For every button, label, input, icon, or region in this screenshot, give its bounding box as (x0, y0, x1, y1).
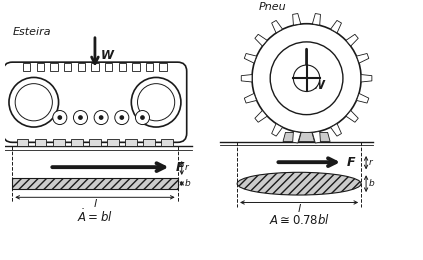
Text: b: b (184, 179, 190, 188)
Circle shape (53, 110, 67, 125)
Bar (89, 139, 101, 146)
Circle shape (9, 77, 58, 127)
Text: r: r (369, 158, 373, 167)
Bar (162, 139, 173, 146)
Text: F: F (346, 156, 355, 169)
FancyBboxPatch shape (3, 62, 187, 142)
Bar (64, 63, 71, 71)
Polygon shape (331, 124, 341, 136)
Bar (107, 139, 119, 146)
Circle shape (115, 110, 129, 125)
Polygon shape (255, 110, 267, 122)
Polygon shape (314, 132, 330, 141)
Polygon shape (357, 93, 369, 103)
Text: Pneu: Pneu (259, 2, 287, 12)
Bar (37, 63, 44, 71)
Text: r: r (184, 164, 188, 172)
Polygon shape (272, 124, 283, 136)
Bar (143, 139, 155, 146)
Text: l: l (93, 199, 96, 209)
Polygon shape (293, 14, 301, 25)
Bar (35, 139, 47, 146)
Circle shape (94, 110, 108, 125)
Circle shape (99, 116, 103, 119)
Polygon shape (241, 75, 252, 82)
Polygon shape (361, 75, 372, 82)
Polygon shape (244, 93, 257, 103)
Bar (125, 139, 137, 146)
Circle shape (141, 116, 144, 119)
Polygon shape (312, 131, 321, 143)
Bar (159, 63, 167, 71)
Circle shape (74, 110, 88, 125)
Polygon shape (255, 34, 267, 46)
Circle shape (120, 116, 124, 119)
Circle shape (270, 42, 343, 115)
Text: $A \cong 0.78bl$: $A \cong 0.78bl$ (269, 213, 330, 227)
Polygon shape (346, 110, 358, 122)
Polygon shape (312, 14, 321, 25)
Bar (132, 63, 140, 71)
Bar (53, 139, 65, 146)
Polygon shape (346, 34, 358, 46)
Bar (105, 63, 112, 71)
Circle shape (15, 84, 52, 121)
Bar (91, 63, 99, 71)
Polygon shape (293, 131, 301, 143)
Bar (23, 63, 30, 71)
Polygon shape (299, 132, 314, 141)
Text: Esteira: Esteira (13, 27, 52, 37)
Text: b: b (369, 179, 375, 188)
Polygon shape (357, 54, 369, 63)
Ellipse shape (237, 172, 361, 195)
Text: W: W (100, 49, 113, 62)
Bar (146, 63, 153, 71)
Bar (12, 178, 178, 189)
Circle shape (131, 77, 181, 127)
Circle shape (293, 65, 320, 92)
Circle shape (58, 116, 61, 119)
Text: l: l (297, 204, 301, 214)
Bar (118, 63, 126, 71)
Polygon shape (283, 132, 299, 141)
Text: $\dot{A} = bl$: $\dot{A} = bl$ (77, 208, 113, 225)
Polygon shape (244, 54, 257, 63)
Circle shape (252, 24, 361, 133)
Bar (71, 139, 82, 146)
Circle shape (135, 110, 149, 125)
Bar (77, 63, 85, 71)
Bar (50, 63, 58, 71)
Polygon shape (331, 21, 341, 33)
Circle shape (79, 116, 82, 119)
Bar (17, 139, 28, 146)
Polygon shape (272, 21, 283, 33)
Circle shape (137, 84, 175, 121)
Text: W: W (312, 79, 325, 92)
Text: F: F (176, 161, 184, 174)
